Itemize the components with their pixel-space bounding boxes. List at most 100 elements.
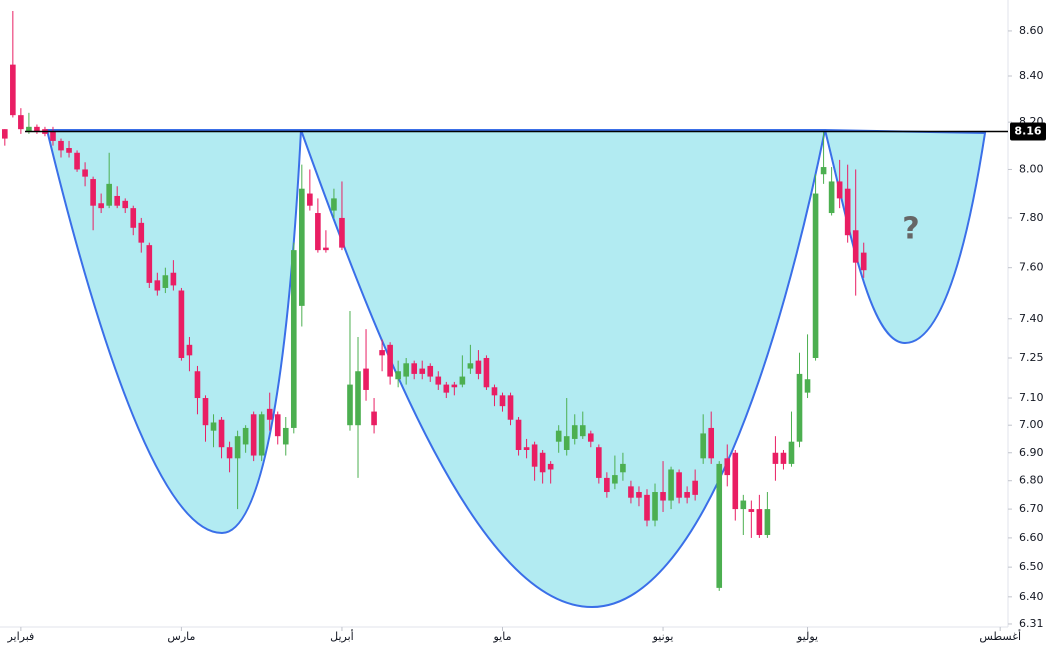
candle-body: [323, 247, 329, 251]
candle-body: [299, 188, 305, 306]
y-tick-label: 6.40: [1019, 590, 1044, 603]
candle-body: [531, 444, 538, 467]
y-tick-label: 7.60: [1019, 261, 1044, 274]
candle-body: [812, 193, 819, 358]
candle-body: [692, 480, 698, 495]
annotation: ?: [902, 212, 919, 247]
candle-body: [604, 477, 610, 493]
candle-body: [307, 193, 313, 206]
candle-body: [58, 140, 64, 151]
candle-body: [242, 427, 249, 445]
candle-body: [363, 368, 369, 390]
x-tick-label: أبريل: [330, 629, 354, 643]
candle-body: [844, 188, 851, 236]
candle-body: [138, 222, 145, 243]
candle-body: [740, 500, 747, 510]
candle-body: [395, 371, 401, 380]
candle-body: [668, 469, 674, 501]
candle-body: [186, 344, 193, 356]
candle-body: [250, 414, 257, 456]
candle-body: [34, 126, 40, 132]
candle-body: [162, 275, 169, 288]
candle-body: [451, 384, 458, 388]
candle-body: [202, 398, 209, 426]
candle-body: [26, 126, 32, 132]
candle-body: [772, 452, 779, 464]
candle-body: [170, 272, 177, 286]
candle-body: [732, 452, 739, 510]
candle-body: [467, 363, 474, 369]
candle-body: [676, 472, 682, 498]
candle-body: [66, 148, 72, 153]
candle-body: [756, 509, 763, 535]
candle-body: [459, 376, 466, 385]
candle-body: [828, 181, 835, 214]
candle-body: [226, 447, 233, 459]
candle-body: [130, 208, 137, 228]
x-tick-label: فبراير: [6, 630, 34, 643]
candle-body: [290, 250, 297, 428]
candle-body: [660, 492, 666, 501]
x-tick-label: أغسطس: [979, 629, 1021, 643]
candle-body: [684, 492, 690, 498]
y-tick-label: 6.70: [1019, 502, 1044, 515]
candle-body: [483, 357, 490, 388]
candle-body: [804, 379, 811, 393]
y-tick-label: 8.60: [1019, 24, 1044, 37]
candle-body: [860, 252, 867, 271]
candle-body: [700, 433, 706, 459]
candle-body: [411, 363, 418, 374]
candle-body: [234, 436, 241, 459]
candle-body: [435, 376, 442, 385]
candle-body: [652, 492, 658, 521]
candle-body: [571, 425, 578, 439]
y-tick-label: 8.00: [1019, 162, 1044, 175]
candle-body: [788, 441, 795, 464]
candle-body: [315, 213, 321, 251]
candle-body: [499, 395, 506, 407]
candle-body: [515, 419, 522, 450]
candle-body: [555, 430, 562, 442]
candle-body: [596, 447, 602, 478]
candle-body: [620, 463, 626, 473]
y-tick-label: 6.31: [1019, 617, 1044, 630]
candle-body: [628, 486, 634, 498]
candle-body: [154, 280, 161, 291]
candle-body: [106, 183, 112, 206]
candle-body: [644, 494, 650, 521]
candle-body: [10, 64, 16, 116]
candle-body: [419, 368, 426, 374]
candle-body: [122, 200, 129, 209]
candle-body: [443, 384, 450, 393]
candle-body: [18, 115, 24, 130]
candle-body: [716, 463, 723, 588]
candle-body: [587, 433, 594, 442]
candle-body: [547, 463, 554, 470]
candle-body: [146, 245, 153, 283]
candle-body: [612, 475, 618, 484]
y-tick-label: 7.40: [1019, 312, 1044, 325]
x-tick-label: يوليو: [796, 630, 818, 643]
candle-body: [355, 371, 361, 426]
candle-body: [724, 458, 731, 476]
candle-body: [403, 363, 409, 377]
candle-body: [371, 411, 377, 426]
candle-body: [90, 179, 96, 206]
y-tick-label: 8.40: [1019, 69, 1044, 82]
candle-body: [491, 387, 498, 396]
candle-body: [347, 384, 353, 426]
candle-body: [218, 419, 225, 448]
candle-body: [836, 181, 843, 199]
candle-body: [475, 360, 482, 374]
candle-body: [282, 427, 289, 445]
candle-body: [507, 395, 514, 420]
x-tick-label: مايو: [493, 630, 512, 643]
candle-body: [427, 365, 434, 377]
candle-body: [258, 414, 265, 456]
x-tick-label: يونيو: [652, 630, 674, 643]
candle-body: [796, 373, 803, 442]
candle-body: [523, 447, 530, 450]
candle-body: [98, 203, 104, 209]
